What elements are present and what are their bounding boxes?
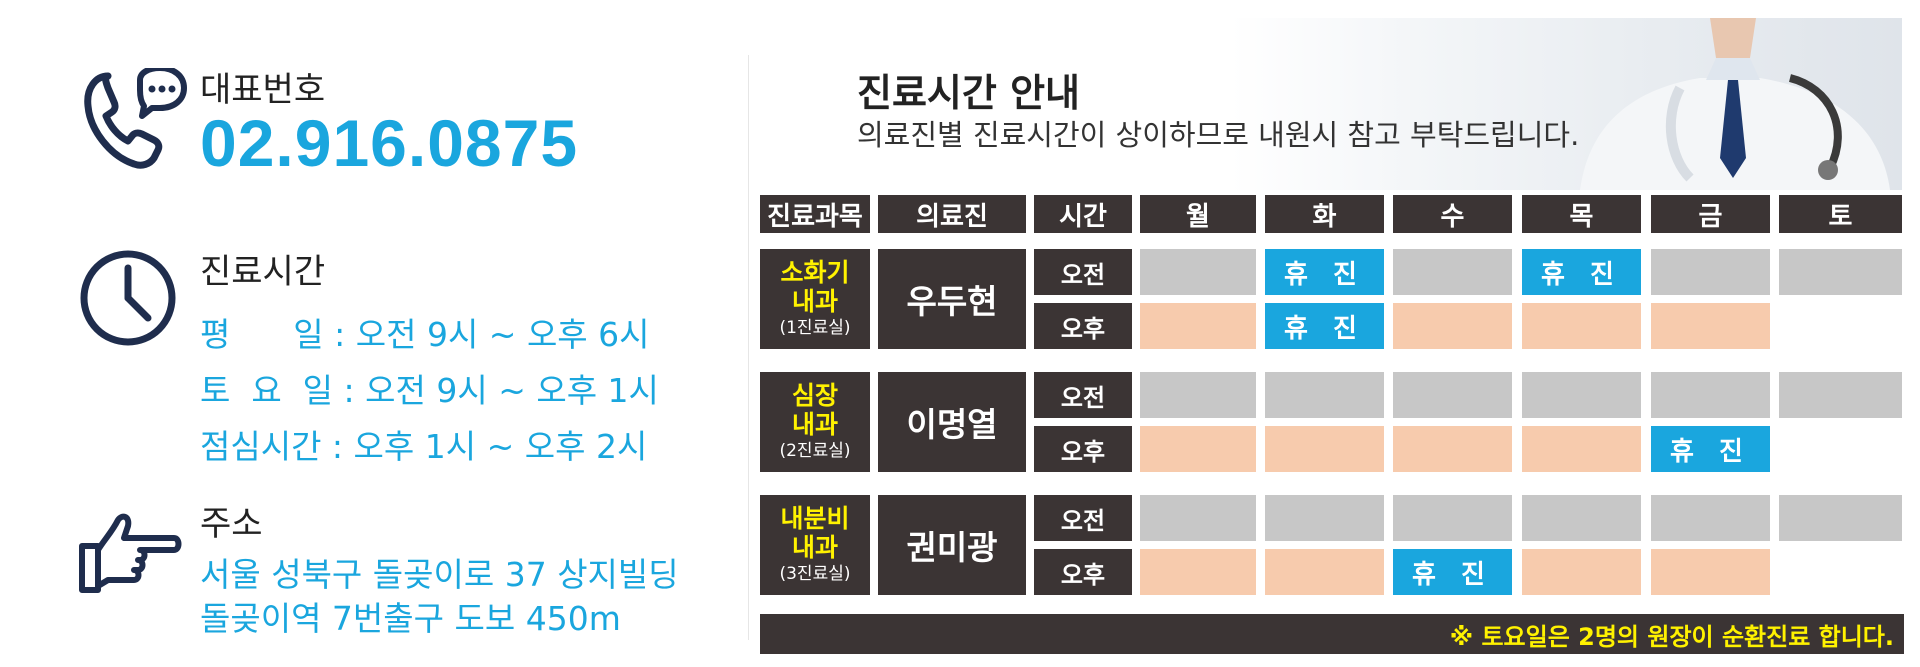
morning-slot [1651,372,1770,418]
hours-saturday: 토 요 일 : 오전 9시 ~ 오후 1시 [200,371,659,410]
table-header-cell: 월 [1140,195,1256,233]
morning-slot [1140,249,1256,295]
table-header-cell: 화 [1265,195,1384,233]
morning-slot [1140,372,1256,418]
afternoon-slot [1522,303,1641,349]
column-divider [748,55,749,640]
department-name: 내분비 [780,504,850,534]
morning-slot [1265,495,1384,541]
morning-slot [1393,372,1512,418]
address-line-1: 서울 성북구 돌곶이로 37 상지빌딩 [200,555,679,594]
exam-room: (1진료실) [779,317,851,338]
table-header-cell: 목 [1522,195,1641,233]
department-name: 내과 [791,410,838,440]
morning-slot [1393,495,1512,541]
phone-label: 대표번호 [200,70,326,110]
schedule-subtitle: 의료진별 진료시간이 상이하므로 내원시 참고 부탁드립니다. [857,118,1580,152]
doctor-name-cell: 권미광 [878,495,1026,595]
table-header-cell: 토 [1779,195,1902,233]
exam-room: (3진료실) [779,563,851,584]
morning-slot [1522,372,1641,418]
clock-icon [80,250,176,346]
morning-slot [1651,249,1770,295]
address-line-2: 돌곶이역 7번출구 도보 450m [200,599,621,638]
period-cell: 오후 [1034,549,1132,595]
department-name: 소화기 [780,258,850,288]
period-cell: 오전 [1034,372,1132,418]
table-header-cell: 시간 [1034,195,1132,233]
department-cell: 심장 내과 (2진료실) [760,372,870,472]
department-name: 내과 [791,287,838,317]
afternoon-slot [1140,549,1256,595]
afternoon-slot [1265,426,1384,472]
department-cell: 내분비 내과 (3진료실) [760,495,870,595]
morning-slot [1140,495,1256,541]
period-cell: 오후 [1034,303,1132,349]
hours-lunch: 점심시간 : 오후 1시 ~ 오후 2시 [200,427,648,466]
pointing-hand-icon [79,513,182,593]
department-name: 심장 [791,381,838,411]
afternoon-slot [1522,426,1641,472]
closed-slot: 휴 진 [1265,249,1384,295]
phone-number[interactable]: 02.916.0875 [200,106,579,180]
exam-room: (2진료실) [779,440,851,461]
afternoon-slot [1522,549,1641,595]
afternoon-slot [1651,303,1770,349]
table-header-cell: 금 [1651,195,1770,233]
morning-slot [1779,372,1902,418]
afternoon-slot [1140,303,1256,349]
footer-note: ※ 토요일은 2명의 원장이 순환진료 합니다. [1449,622,1894,651]
closed-slot: 휴 진 [1265,303,1384,349]
address-label: 주소 [200,504,263,544]
afternoon-slot [1651,549,1770,595]
morning-slot [1779,495,1902,541]
morning-slot [1265,372,1384,418]
table-header-cell: 진료과목 [760,195,870,233]
afternoon-slot [1265,549,1384,595]
schedule-footer: ※ 토요일은 2명의 원장이 순환진료 합니다. [760,614,1904,654]
department-cell: 소화기 내과 (1진료실) [760,249,870,349]
morning-slot [1393,249,1512,295]
closed-slot: 휴 진 [1651,426,1770,472]
afternoon-slot [1393,426,1512,472]
doctor-name-cell: 우두현 [878,249,1026,349]
table-header-cell: 의료진 [878,195,1026,233]
table-header-cell: 수 [1393,195,1512,233]
schedule-title: 진료시간 안내 [857,71,1080,115]
doctor-illustration [1580,18,1890,190]
period-cell: 오전 [1034,249,1132,295]
department-name: 내과 [791,533,838,563]
period-cell: 오후 [1034,426,1132,472]
afternoon-slot [1140,426,1256,472]
closed-slot: 휴 진 [1393,549,1512,595]
morning-slot [1651,495,1770,541]
phone-chat-icon [84,68,187,169]
period-cell: 오전 [1034,495,1132,541]
closed-slot: 휴 진 [1522,249,1641,295]
afternoon-slot [1393,303,1512,349]
morning-slot [1779,249,1902,295]
morning-slot [1522,495,1641,541]
doctor-name-cell: 이명열 [878,372,1026,472]
hours-label: 진료시간 [200,252,326,292]
hours-weekday: 평 일 : 오전 9시 ~ 오후 6시 [200,315,650,354]
